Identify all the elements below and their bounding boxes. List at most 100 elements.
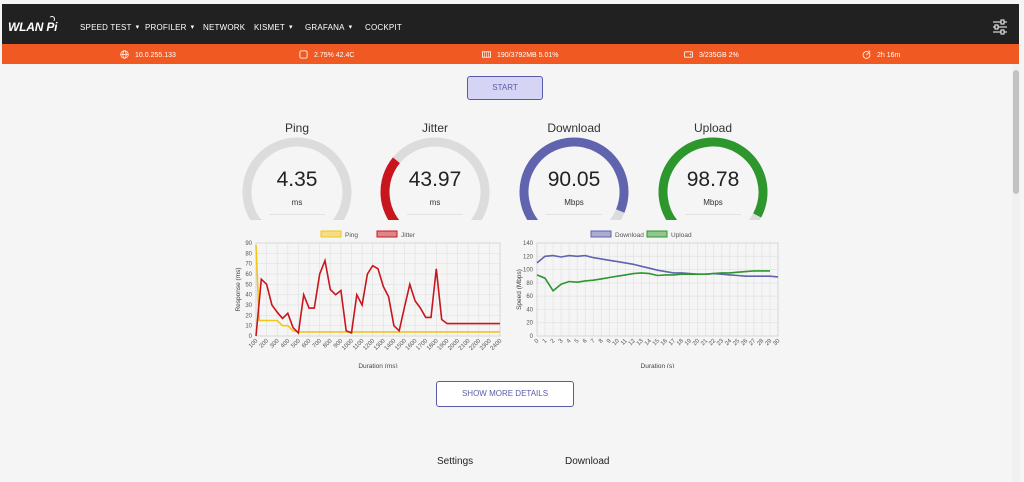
y-axis-title: Speed (Mbps) bbox=[516, 269, 523, 310]
x-tick-label: 11 bbox=[620, 338, 629, 347]
y-tick-label: 40 bbox=[526, 307, 533, 313]
gauge-title: Ping bbox=[284, 121, 310, 135]
chart-grid bbox=[536, 242, 779, 337]
x-tick-label: 16 bbox=[660, 338, 669, 347]
nav-cockpit[interactable]: COCKPIT bbox=[365, 23, 402, 32]
x-tick-label: 23 bbox=[716, 338, 725, 347]
series-line-jitter bbox=[255, 257, 500, 337]
status-memory-text: 190/3792MB 5.01% bbox=[497, 52, 559, 59]
x-tick-label: 900 bbox=[333, 338, 345, 350]
gauge-title: Download bbox=[547, 121, 601, 135]
scrollbar-thumb[interactable] bbox=[1013, 70, 1019, 194]
x-tick-label: 29 bbox=[764, 338, 773, 347]
y-tick-label: 70 bbox=[245, 262, 252, 268]
gauge-unit: Mbps bbox=[564, 198, 584, 207]
x-tick-label: 22 bbox=[708, 338, 717, 347]
status-uptime: 2h 16m bbox=[862, 50, 900, 59]
tab-settings[interactable]: Settings bbox=[437, 456, 474, 467]
sliders-icon[interactable] bbox=[992, 19, 1008, 35]
nav-label: SPEED TEST bbox=[80, 23, 132, 32]
nav-speed-test[interactable]: SPEED TEST ▾ bbox=[80, 23, 139, 32]
gauge-arc bbox=[242, 137, 352, 220]
wifi-signal-icon bbox=[49, 16, 55, 22]
x-tick-label: 300 bbox=[269, 338, 281, 350]
timer-icon bbox=[862, 50, 871, 59]
nav-grafana[interactable]: GRAFANA ▾ bbox=[305, 23, 352, 32]
status-cpu: 2.75% 42.4C bbox=[299, 50, 354, 59]
x-tick-label: 18 bbox=[676, 338, 685, 347]
x-axis-title: Duration (s) bbox=[641, 363, 675, 368]
x-tick-label: 800 bbox=[322, 338, 334, 350]
x-tick-label: 10 bbox=[612, 338, 621, 347]
nav-kismet[interactable]: KISMET ▾ bbox=[254, 23, 293, 32]
y-axis-title: Response (ms) bbox=[235, 267, 242, 311]
plot-area bbox=[255, 242, 501, 337]
gauge-divider bbox=[685, 214, 741, 215]
nav-label: KISMET bbox=[254, 23, 285, 32]
x-tick-label: 27 bbox=[748, 338, 757, 347]
wlanpi-logo[interactable]: WLAN Pi bbox=[8, 20, 58, 34]
y-tick-label: 90 bbox=[245, 241, 252, 247]
y-tick-label: 140 bbox=[523, 241, 534, 247]
tab-download[interactable]: Download bbox=[565, 456, 610, 467]
x-tick-label: 20 bbox=[692, 338, 701, 347]
gauge-track bbox=[242, 137, 352, 220]
y-tick-label: 20 bbox=[245, 313, 252, 319]
x-tick-label: 21 bbox=[700, 338, 709, 347]
legend-label[interactable]: Download bbox=[615, 232, 644, 239]
y-tick-label: 60 bbox=[245, 272, 252, 278]
start-button[interactable]: START bbox=[467, 76, 543, 100]
top-navbar: WLAN Pi SPEED TEST ▾ PROFILER ▾ NETWORK KI… bbox=[2, 4, 1019, 44]
legend-label[interactable]: Ping bbox=[345, 232, 358, 239]
gauge-unit: ms bbox=[429, 198, 441, 207]
legend-swatch[interactable] bbox=[646, 230, 668, 238]
nav-profiler[interactable]: PROFILER ▾ bbox=[145, 23, 194, 32]
nav-label: NETWORK bbox=[203, 23, 246, 32]
chevron-down-icon: ▾ bbox=[190, 24, 195, 31]
x-tick-label: 30 bbox=[772, 338, 781, 347]
nav-label: PROFILER bbox=[145, 23, 187, 32]
page-scrollbar[interactable] bbox=[1012, 64, 1020, 482]
memory-icon bbox=[482, 51, 491, 58]
gauge-title: Jitter bbox=[421, 121, 448, 135]
x-tick-label: 2400 bbox=[490, 338, 504, 352]
legend-label[interactable]: Upload bbox=[671, 232, 692, 239]
legend-label[interactable]: Jitter bbox=[401, 232, 416, 239]
nav-label: COCKPIT bbox=[365, 23, 402, 32]
chevron-down-icon: ▾ bbox=[348, 24, 353, 31]
legend-swatch[interactable] bbox=[320, 230, 342, 238]
x-tick-label: 0 bbox=[534, 338, 541, 345]
legend-swatch[interactable] bbox=[376, 230, 398, 238]
x-tick-label: 9 bbox=[606, 338, 613, 345]
y-tick-label: 50 bbox=[245, 282, 252, 288]
x-tick-label: 5 bbox=[574, 338, 581, 345]
status-disk-text: 3/235GB 2% bbox=[699, 52, 739, 59]
y-tick-label: 0 bbox=[249, 334, 253, 340]
status-ip: 10.0.255.133 bbox=[120, 50, 176, 59]
x-tick-label: 2 bbox=[550, 338, 557, 345]
legend-swatch[interactable] bbox=[590, 230, 612, 238]
nav-label: GRAFANA bbox=[305, 23, 345, 32]
gauge-value: 90.05 bbox=[547, 168, 601, 191]
y-tick-label: 20 bbox=[526, 321, 533, 327]
x-tick-label: 500 bbox=[291, 338, 303, 350]
x-tick-label: 26 bbox=[740, 338, 749, 347]
show-more-details-button[interactable]: SHOW MORE DETAILS bbox=[436, 381, 574, 407]
y-tick-label: 0 bbox=[530, 334, 534, 340]
x-tick-label: 600 bbox=[301, 338, 313, 350]
gauge-value: 4.35 bbox=[276, 168, 318, 191]
cpu-icon bbox=[299, 50, 308, 59]
gauge-fill bbox=[658, 137, 768, 220]
gauge-divider bbox=[269, 214, 325, 215]
x-tick-label: 400 bbox=[280, 338, 292, 350]
nav-network[interactable]: NETWORK bbox=[203, 23, 245, 32]
x-tick-label: 17 bbox=[668, 338, 677, 347]
x-tick-label: 14 bbox=[644, 338, 653, 347]
y-tick-label: 120 bbox=[523, 254, 534, 260]
y-tick-label: 40 bbox=[245, 293, 252, 299]
gauge-fill bbox=[380, 157, 400, 220]
chevron-down-icon: ▾ bbox=[135, 24, 140, 31]
hard-drive-icon bbox=[684, 51, 693, 58]
